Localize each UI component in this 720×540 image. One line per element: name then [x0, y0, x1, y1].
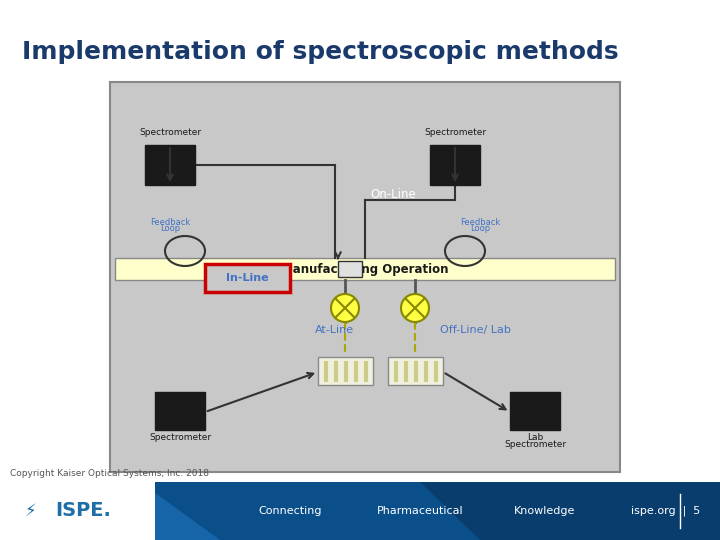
Bar [510, 392, 560, 430]
Text: ⚡: ⚡ [24, 502, 36, 520]
Bar [145, 145, 195, 185]
Bar [338, 261, 362, 277]
Text: Knowledge: Knowledge [514, 506, 576, 516]
Text: Spectrometer: Spectrometer [139, 128, 201, 137]
Text: At-Line: At-Line [315, 325, 354, 335]
FancyBboxPatch shape [318, 357, 373, 385]
Text: ispe.org  |  5: ispe.org | 5 [631, 506, 700, 516]
Text: Feedback: Feedback [460, 218, 500, 227]
Circle shape [401, 294, 429, 322]
FancyBboxPatch shape [388, 357, 443, 385]
Bar [155, 392, 205, 430]
Text: Loop: Loop [470, 224, 490, 233]
Text: Copyright Kaiser Optical Systems, Inc. 2018: Copyright Kaiser Optical Systems, Inc. 2… [10, 469, 209, 478]
Bar [115, 258, 615, 280]
Bar [0, 482, 155, 540]
Text: In-Line: In-Line [226, 273, 269, 283]
Text: Off-Line/ Lab: Off-Line/ Lab [440, 325, 511, 335]
Text: Feedback: Feedback [150, 218, 190, 227]
Text: Loop: Loop [160, 224, 180, 233]
Text: Spectrometer: Spectrometer [504, 440, 566, 449]
FancyBboxPatch shape [205, 264, 290, 292]
Text: Implementation of spectroscopic methods: Implementation of spectroscopic methods [22, 40, 618, 64]
Text: Spectrometer: Spectrometer [149, 433, 211, 442]
Circle shape [331, 294, 359, 322]
Polygon shape [140, 482, 720, 540]
Text: ISPE.: ISPE. [55, 502, 111, 521]
Bar [430, 145, 480, 185]
Polygon shape [420, 482, 720, 540]
FancyBboxPatch shape [110, 82, 620, 472]
Text: Connecting: Connecting [258, 506, 322, 516]
Bar [0, 482, 720, 540]
Text: On-Line: On-Line [370, 188, 415, 201]
Text: Pharmaceutical: Pharmaceutical [377, 506, 463, 516]
Text: Manufacturing Operation: Manufacturing Operation [282, 262, 449, 275]
Text: Spectrometer: Spectrometer [424, 128, 486, 137]
Text: Lab: Lab [527, 433, 543, 442]
